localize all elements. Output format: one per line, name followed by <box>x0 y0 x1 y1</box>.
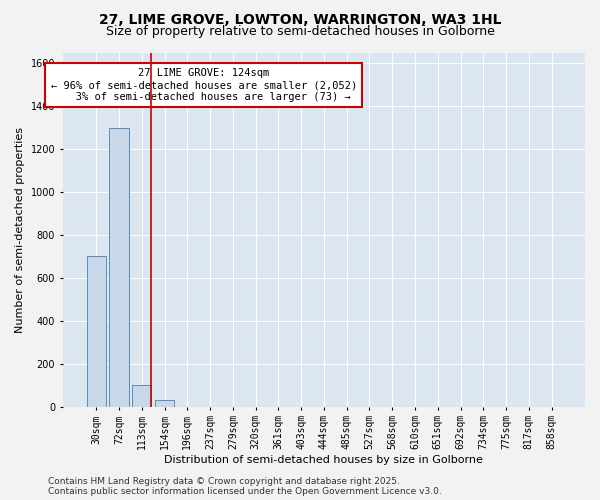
Bar <box>109 128 128 406</box>
Text: 27 LIME GROVE: 124sqm
← 96% of semi-detached houses are smaller (2,052)
   3% of: 27 LIME GROVE: 124sqm ← 96% of semi-deta… <box>50 68 357 102</box>
Text: 27, LIME GROVE, LOWTON, WARRINGTON, WA3 1HL: 27, LIME GROVE, LOWTON, WARRINGTON, WA3 … <box>99 12 501 26</box>
X-axis label: Distribution of semi-detached houses by size in Golborne: Distribution of semi-detached houses by … <box>164 455 484 465</box>
Bar <box>86 256 106 406</box>
Text: Size of property relative to semi-detached houses in Golborne: Size of property relative to semi-detach… <box>106 25 494 38</box>
Y-axis label: Number of semi-detached properties: Number of semi-detached properties <box>15 126 25 332</box>
Text: Contains HM Land Registry data © Crown copyright and database right 2025.
Contai: Contains HM Land Registry data © Crown c… <box>48 476 442 496</box>
Bar <box>155 400 174 406</box>
Bar <box>132 385 151 406</box>
